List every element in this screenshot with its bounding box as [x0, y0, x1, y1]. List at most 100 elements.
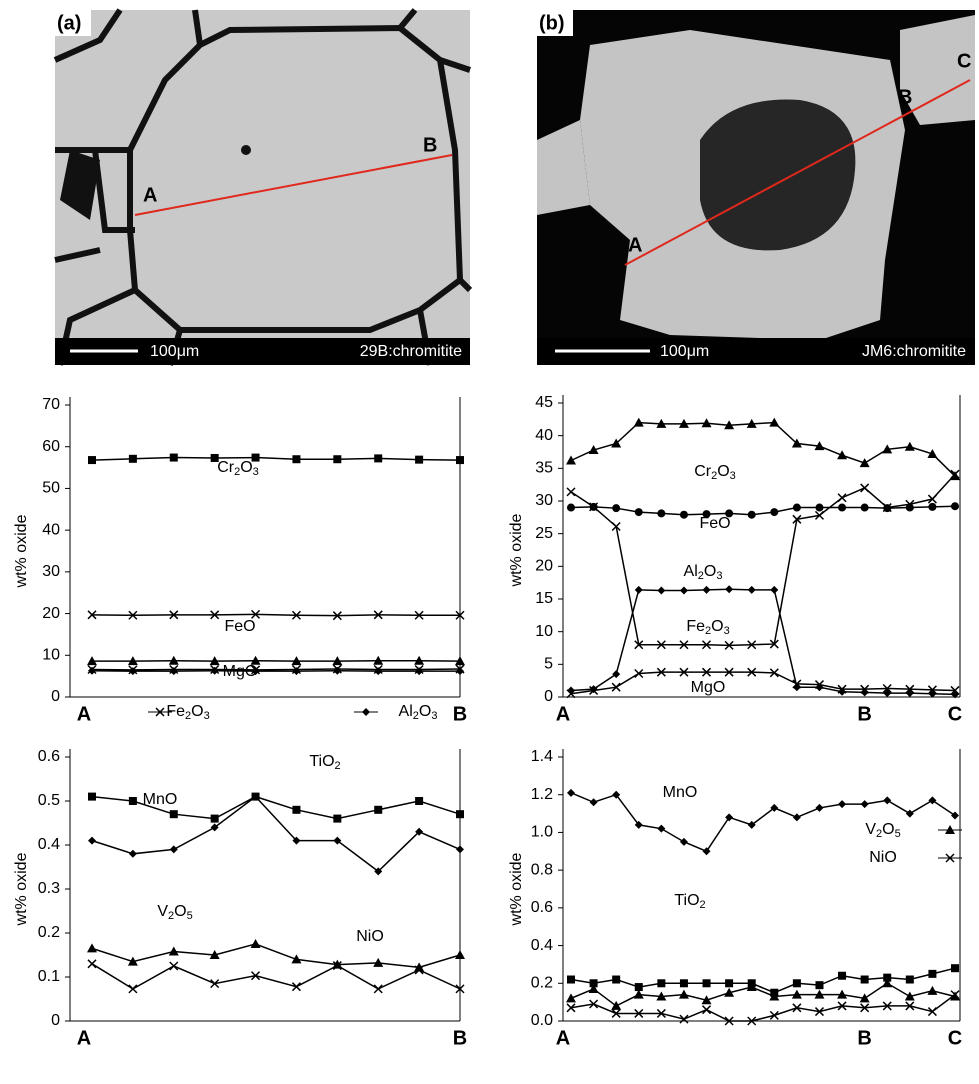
- series-line: [92, 614, 460, 615]
- y-tick-label: 0: [51, 688, 60, 705]
- marker: [333, 815, 341, 823]
- marker: [815, 804, 823, 812]
- y-tick-label: 5: [544, 656, 553, 673]
- marker: [725, 979, 733, 987]
- x-tick-label: B: [453, 703, 467, 725]
- marker: [657, 825, 665, 833]
- series-label: Fe2O3: [686, 618, 729, 637]
- marker: [567, 488, 575, 496]
- pore: [241, 145, 251, 155]
- y-tick-label: 20: [42, 605, 60, 622]
- marker: [129, 797, 137, 805]
- panel-label: (b): [539, 12, 565, 34]
- marker: [680, 511, 688, 519]
- marker: [679, 990, 689, 999]
- scale-label: 100μm: [150, 343, 199, 360]
- series-line: [571, 793, 955, 851]
- series-line: [92, 669, 460, 670]
- marker: [612, 504, 620, 512]
- x-tick-label: B: [857, 1027, 871, 1049]
- marker: [567, 789, 575, 797]
- point-label: A: [143, 184, 157, 206]
- marker: [292, 806, 300, 814]
- y-tick-label: 30: [535, 492, 553, 509]
- marker: [88, 667, 96, 675]
- marker: [635, 508, 643, 516]
- y-tick-label: 15: [535, 590, 553, 607]
- series-label: NiO: [356, 928, 384, 945]
- x-tick-label: C: [948, 1027, 962, 1049]
- marker: [703, 847, 711, 855]
- marker: [169, 946, 179, 955]
- micrograph-b: 100μm JM6:chromitite (b) A B C: [537, 10, 975, 365]
- x-tick-label: B: [453, 1027, 467, 1049]
- marker: [861, 484, 869, 492]
- y-axis-title: wt% oxide: [508, 513, 525, 587]
- marker: [292, 667, 300, 675]
- marker: [838, 494, 846, 502]
- point-label: C: [957, 50, 971, 72]
- series-line: [571, 672, 955, 694]
- marker: [374, 667, 382, 675]
- series-label: MnO: [663, 784, 698, 801]
- marker: [455, 950, 465, 959]
- series-label: Cr2O3: [217, 459, 259, 478]
- marker: [170, 810, 178, 818]
- series-label: TiO2: [674, 892, 705, 911]
- series-label: Al2O3: [399, 703, 438, 722]
- y-tick-label: 10: [42, 647, 60, 664]
- y-tick-label: 40: [535, 427, 553, 444]
- x-tick-label: A: [556, 703, 570, 725]
- series-label: Cr2O3: [694, 463, 736, 482]
- y-tick-label: 0: [51, 1012, 60, 1029]
- series-label: FeO: [224, 618, 255, 635]
- marker: [88, 837, 96, 845]
- marker: [456, 845, 464, 853]
- series-line: [92, 944, 460, 967]
- marker: [211, 667, 219, 675]
- marker: [793, 504, 801, 512]
- marker: [612, 670, 620, 678]
- marker: [590, 798, 598, 806]
- marker: [906, 976, 914, 984]
- marker: [951, 811, 959, 819]
- marker: [725, 585, 733, 593]
- series-line: [571, 423, 955, 477]
- series-line: [571, 589, 955, 694]
- marker: [374, 985, 382, 993]
- marker: [680, 838, 688, 846]
- y-tick-label: 40: [42, 521, 60, 538]
- y-tick-label: 0.1: [38, 968, 60, 985]
- marker: [129, 850, 137, 858]
- marker: [374, 806, 382, 814]
- marker: [905, 442, 915, 451]
- marker: [611, 1001, 621, 1010]
- scale-label: 100μm: [660, 343, 709, 360]
- marker: [861, 976, 869, 984]
- marker: [374, 454, 382, 462]
- point-label: B: [423, 134, 437, 156]
- marker: [793, 813, 801, 821]
- y-tick-label: 70: [42, 396, 60, 413]
- series-label: V2O5: [157, 903, 192, 922]
- marker: [567, 976, 575, 984]
- panel-label: (a): [57, 12, 81, 34]
- y-tick-label: 0.2: [531, 975, 553, 992]
- marker: [252, 454, 260, 462]
- y-tick-label: 0: [544, 688, 553, 705]
- marker: [815, 504, 823, 512]
- marker: [129, 985, 137, 993]
- marker: [838, 972, 846, 980]
- series-line: [571, 983, 955, 1006]
- x-tick-label: A: [77, 1027, 91, 1049]
- marker: [415, 667, 423, 675]
- marker: [251, 939, 261, 948]
- y-tick-label: 0.3: [38, 880, 60, 897]
- marker: [838, 504, 846, 512]
- marker: [88, 793, 96, 801]
- x-tick-label: C: [948, 703, 962, 725]
- marker: [725, 813, 733, 821]
